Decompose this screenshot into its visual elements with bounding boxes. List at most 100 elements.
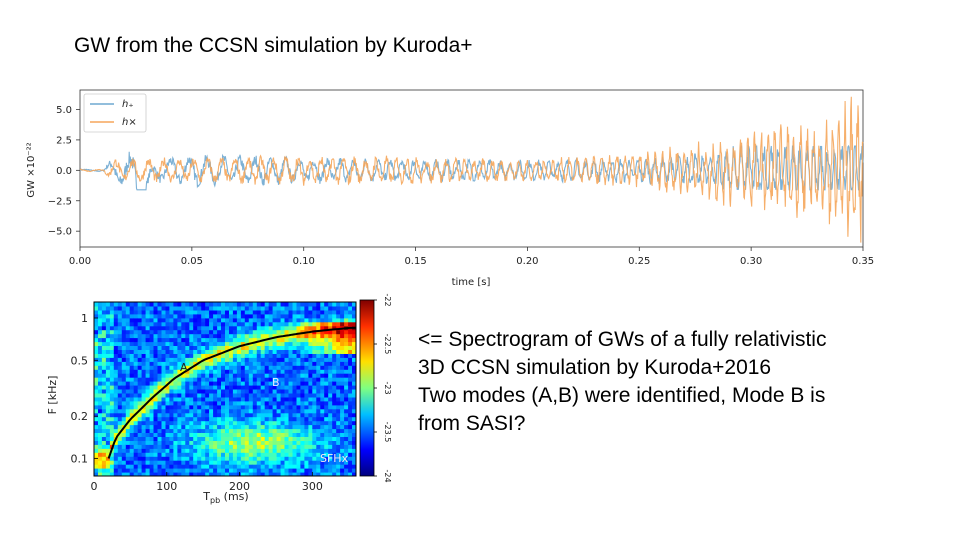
spectrogram-cell xyxy=(316,353,321,358)
spectrogram-cell xyxy=(316,444,321,449)
spectrogram-cell xyxy=(145,302,151,307)
spectrogram-cell xyxy=(272,341,278,346)
spectrogram-cell xyxy=(193,361,198,366)
spectrogram-cell xyxy=(232,460,238,465)
spectrogram-cell xyxy=(229,412,234,418)
spectrogram-cell xyxy=(324,377,329,382)
spectrogram-cell xyxy=(121,337,127,343)
spectrogram-cell xyxy=(153,321,158,327)
spectrogram-cell xyxy=(272,309,278,315)
spectrogram-x-ticks: 0 100 200 300 xyxy=(91,472,323,493)
spectrogram-cell xyxy=(316,317,321,323)
spectrogram-cell xyxy=(129,468,135,473)
spectrogram-cell xyxy=(165,341,170,346)
spectrogram-cell xyxy=(292,448,297,453)
spectrogram-cell xyxy=(256,393,262,398)
spectrogram-cell xyxy=(260,389,266,394)
spectrogram-cell xyxy=(328,341,333,346)
spectrogram-cell xyxy=(328,353,333,358)
spectrogram-cell xyxy=(332,361,337,366)
spectrogram-cell xyxy=(193,337,198,343)
spectrogram-cell xyxy=(189,428,194,433)
spectrogram-cell xyxy=(133,452,139,457)
spectrogram-cell xyxy=(256,337,262,343)
spectrogram-cell xyxy=(240,412,246,418)
spectrogram-cell xyxy=(173,317,178,323)
spectrogram-cell xyxy=(352,428,357,433)
spectrogram-cell xyxy=(284,385,289,390)
spectrogram-cell xyxy=(101,464,107,469)
spectrogram-cell xyxy=(328,385,333,390)
spectrogram-cell xyxy=(280,412,286,418)
spectrogram-cell xyxy=(260,302,266,307)
spectrogram-cell xyxy=(328,448,333,453)
spectrogram-cell xyxy=(137,365,143,370)
spectrogram-cell xyxy=(340,337,345,343)
spectrogram-cell xyxy=(109,309,115,315)
spectrogram-cell xyxy=(256,349,262,354)
spectrogram-cell xyxy=(137,345,143,350)
spectrogram-cell xyxy=(153,329,158,335)
spectrogram-x-axis-label: Tpb (ms) xyxy=(202,490,248,505)
spectrogram-cell xyxy=(205,325,210,331)
spectrogram-cell xyxy=(105,341,111,346)
spectrogram-cell xyxy=(260,317,266,323)
spectrogram-cell xyxy=(292,440,297,445)
spectrogram-description: <= Spectrogram of GWs of a fully relativ… xyxy=(418,326,938,438)
spectrogram-cell xyxy=(145,361,151,366)
spectrogram-cell xyxy=(316,448,321,453)
spectrogram-cell xyxy=(348,337,353,343)
spectrogram-cell xyxy=(248,373,254,378)
spectrogram-cell xyxy=(332,464,337,469)
spectrogram-cell xyxy=(213,357,218,362)
spectrogram-cell xyxy=(189,452,194,457)
spectrogram-cell xyxy=(312,381,317,386)
spectrogram-cell xyxy=(244,456,250,461)
spectrogram-cell xyxy=(240,396,246,402)
spectrogram-cell xyxy=(256,412,262,418)
spectrogram-cell xyxy=(193,440,198,445)
spectrogram-cell xyxy=(240,313,246,319)
spectrogram-cell xyxy=(193,468,198,473)
spectrogram-cell xyxy=(98,325,103,331)
spectrogram-cell xyxy=(336,389,341,394)
spectrogram-cell xyxy=(225,325,230,331)
spectrogram-cell xyxy=(137,341,143,346)
spectrogram-cell xyxy=(229,448,234,453)
spectrogram-cell xyxy=(161,337,166,343)
spectrogram-cell xyxy=(348,456,353,461)
spectrogram-cell xyxy=(232,404,238,410)
spectrogram-cell xyxy=(260,385,266,390)
spectrogram-cell xyxy=(193,377,198,382)
spectrogram-cell xyxy=(109,365,115,370)
spectrogram-cell xyxy=(324,385,329,390)
spectrogram-cell xyxy=(105,444,111,449)
spectrogram-cell xyxy=(300,416,305,422)
spectrogram-cell xyxy=(117,412,123,418)
spectrogram-cell xyxy=(149,302,155,307)
spectrogram-cell xyxy=(229,369,234,374)
spectrogram-cell xyxy=(288,385,293,390)
spectrogram-cell xyxy=(236,420,242,426)
spectrogram-cell xyxy=(193,472,198,477)
spectrogram-cell xyxy=(252,369,258,374)
spectrogram-cell xyxy=(125,460,131,465)
spectrogram-cell xyxy=(213,444,218,449)
spectrogram-cell xyxy=(232,329,238,335)
spectrogram-cell xyxy=(149,456,155,461)
spectrogram-y-tick-label: 0.2 xyxy=(71,410,89,423)
spectrogram-cell xyxy=(137,373,143,378)
spectrogram-cell xyxy=(272,345,278,350)
spectrogram-cell xyxy=(336,317,341,323)
spectrogram-cell xyxy=(240,408,246,414)
spectrogram-cell xyxy=(304,420,309,426)
spectrogram-cell xyxy=(264,468,270,473)
spectrogram-cell xyxy=(201,377,206,382)
spectrogram-cell xyxy=(141,440,147,445)
spectrogram-cell xyxy=(98,444,103,449)
spectrogram-cell xyxy=(205,313,210,319)
spectrogram-cell xyxy=(197,448,202,453)
spectrogram-cell xyxy=(232,325,238,331)
spectrogram-cell xyxy=(193,329,198,335)
spectrogram-cell xyxy=(229,436,234,441)
